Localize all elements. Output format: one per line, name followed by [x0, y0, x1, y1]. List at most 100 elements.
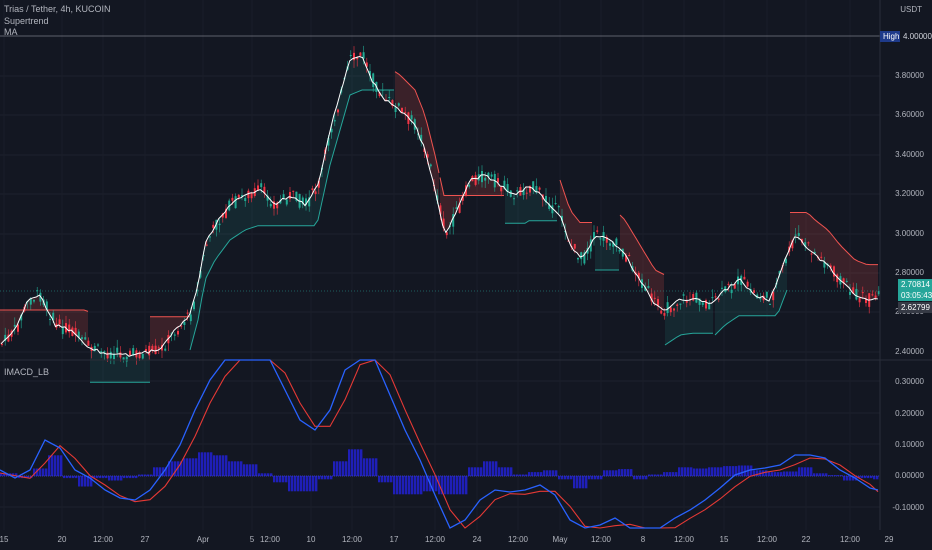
histogram-bar [282, 476, 285, 483]
supertrend-legend[interactable]: Supertrend [4, 16, 49, 26]
candle-body [810, 253, 813, 255]
histogram-bar [312, 476, 315, 492]
candle-body [618, 249, 621, 252]
histogram-bar [576, 476, 579, 489]
histogram-bar [501, 467, 504, 476]
candle-body [381, 89, 384, 91]
candle-body [7, 334, 10, 342]
histogram-bar [819, 473, 822, 476]
candle-body [218, 223, 221, 226]
candle-body [807, 242, 810, 244]
histogram-bar [273, 476, 276, 483]
candle-body [621, 248, 624, 257]
histogram-bar [573, 476, 576, 489]
candle-body [730, 289, 733, 294]
histogram-bar [669, 472, 672, 476]
histogram-bar [153, 467, 156, 476]
ma-legend[interactable]: MA [4, 27, 18, 37]
histogram-bar [711, 467, 714, 476]
supertrend-band [330, 55, 394, 165]
candle-body [359, 52, 362, 56]
candle-body [356, 57, 359, 60]
histogram-bar [534, 472, 537, 476]
candle-body [746, 281, 749, 287]
candle-body [644, 286, 647, 291]
histogram-bar [615, 470, 618, 476]
supertrend-line [505, 220, 557, 224]
histogram-bar [531, 472, 534, 476]
time-axis[interactable] [0, 530, 932, 550]
time-tick: 5 [249, 535, 255, 544]
candle-body [145, 349, 147, 352]
imacd-legend[interactable]: IMACD_LB [4, 367, 50, 377]
histogram-bar [729, 466, 732, 476]
high-badge-label: High [880, 31, 903, 42]
candle-body [429, 164, 432, 167]
candle-body [378, 92, 381, 97]
histogram-bar [585, 476, 588, 489]
histogram-bar [435, 476, 438, 492]
candle-body [241, 195, 243, 197]
candle-body [327, 137, 330, 146]
histogram-bar [672, 472, 675, 476]
candle-body [113, 353, 115, 360]
candle-body [605, 236, 608, 243]
candle-body [561, 215, 563, 221]
histogram-bar [117, 476, 120, 481]
price-tick: 3.40000 [895, 150, 924, 159]
histogram-bar [12, 473, 15, 476]
histogram-bar [513, 474, 516, 476]
supertrend-band [790, 212, 830, 268]
candle-body [394, 107, 397, 113]
histogram-bar [810, 467, 813, 476]
candle-body [522, 189, 525, 196]
candle-body [673, 308, 675, 311]
histogram-bar [528, 472, 531, 476]
time-tick: 12:00 [507, 535, 529, 544]
candle-body [727, 283, 730, 285]
currency-label: USDT [900, 5, 922, 14]
candle-body [33, 300, 35, 302]
time-tick: 8 [640, 535, 646, 544]
histogram-bar [132, 476, 135, 479]
histogram-bar [498, 467, 501, 476]
candle-body [458, 203, 461, 213]
histogram-bar [84, 476, 87, 487]
histogram-bar [831, 475, 834, 476]
supertrend-line [790, 212, 831, 233]
histogram-bar [450, 476, 453, 495]
candle-body [685, 300, 688, 303]
histogram-bar [183, 458, 186, 476]
candle-body [337, 109, 339, 113]
symbol-title[interactable]: Trias / Tether, 4h, KUCOIN [4, 4, 111, 14]
histogram-bar [297, 476, 300, 492]
histogram-bar [111, 476, 114, 481]
histogram-bar [300, 476, 303, 492]
time-tick: 12:00 [92, 535, 114, 544]
histogram-bar [768, 472, 771, 476]
candle-body [797, 233, 800, 236]
indicator-tick: 0.20000 [895, 409, 924, 418]
histogram-bar [873, 476, 876, 480]
histogram-bar [807, 467, 810, 476]
histogram-bar [402, 476, 405, 495]
histogram-bar [483, 461, 486, 476]
histogram-bar [765, 470, 768, 476]
histogram-bar [789, 471, 792, 476]
candle-body [353, 52, 355, 61]
histogram-bar [42, 468, 45, 476]
candle-body [154, 345, 157, 355]
histogram-bar [384, 476, 387, 483]
candle-body [733, 283, 736, 289]
candle-body [865, 298, 867, 303]
histogram-bar [306, 476, 309, 492]
price-axis[interactable]: 3.80000 3.60000 3.40000 3.20000 3.00000 … [880, 0, 932, 530]
candle-body [778, 270, 781, 275]
histogram-bar [102, 476, 105, 479]
histogram-bar [843, 476, 846, 481]
supertrend-band [0, 295, 88, 347]
candle-body [122, 357, 125, 360]
candle-body [813, 251, 816, 254]
histogram-bar [630, 469, 633, 476]
